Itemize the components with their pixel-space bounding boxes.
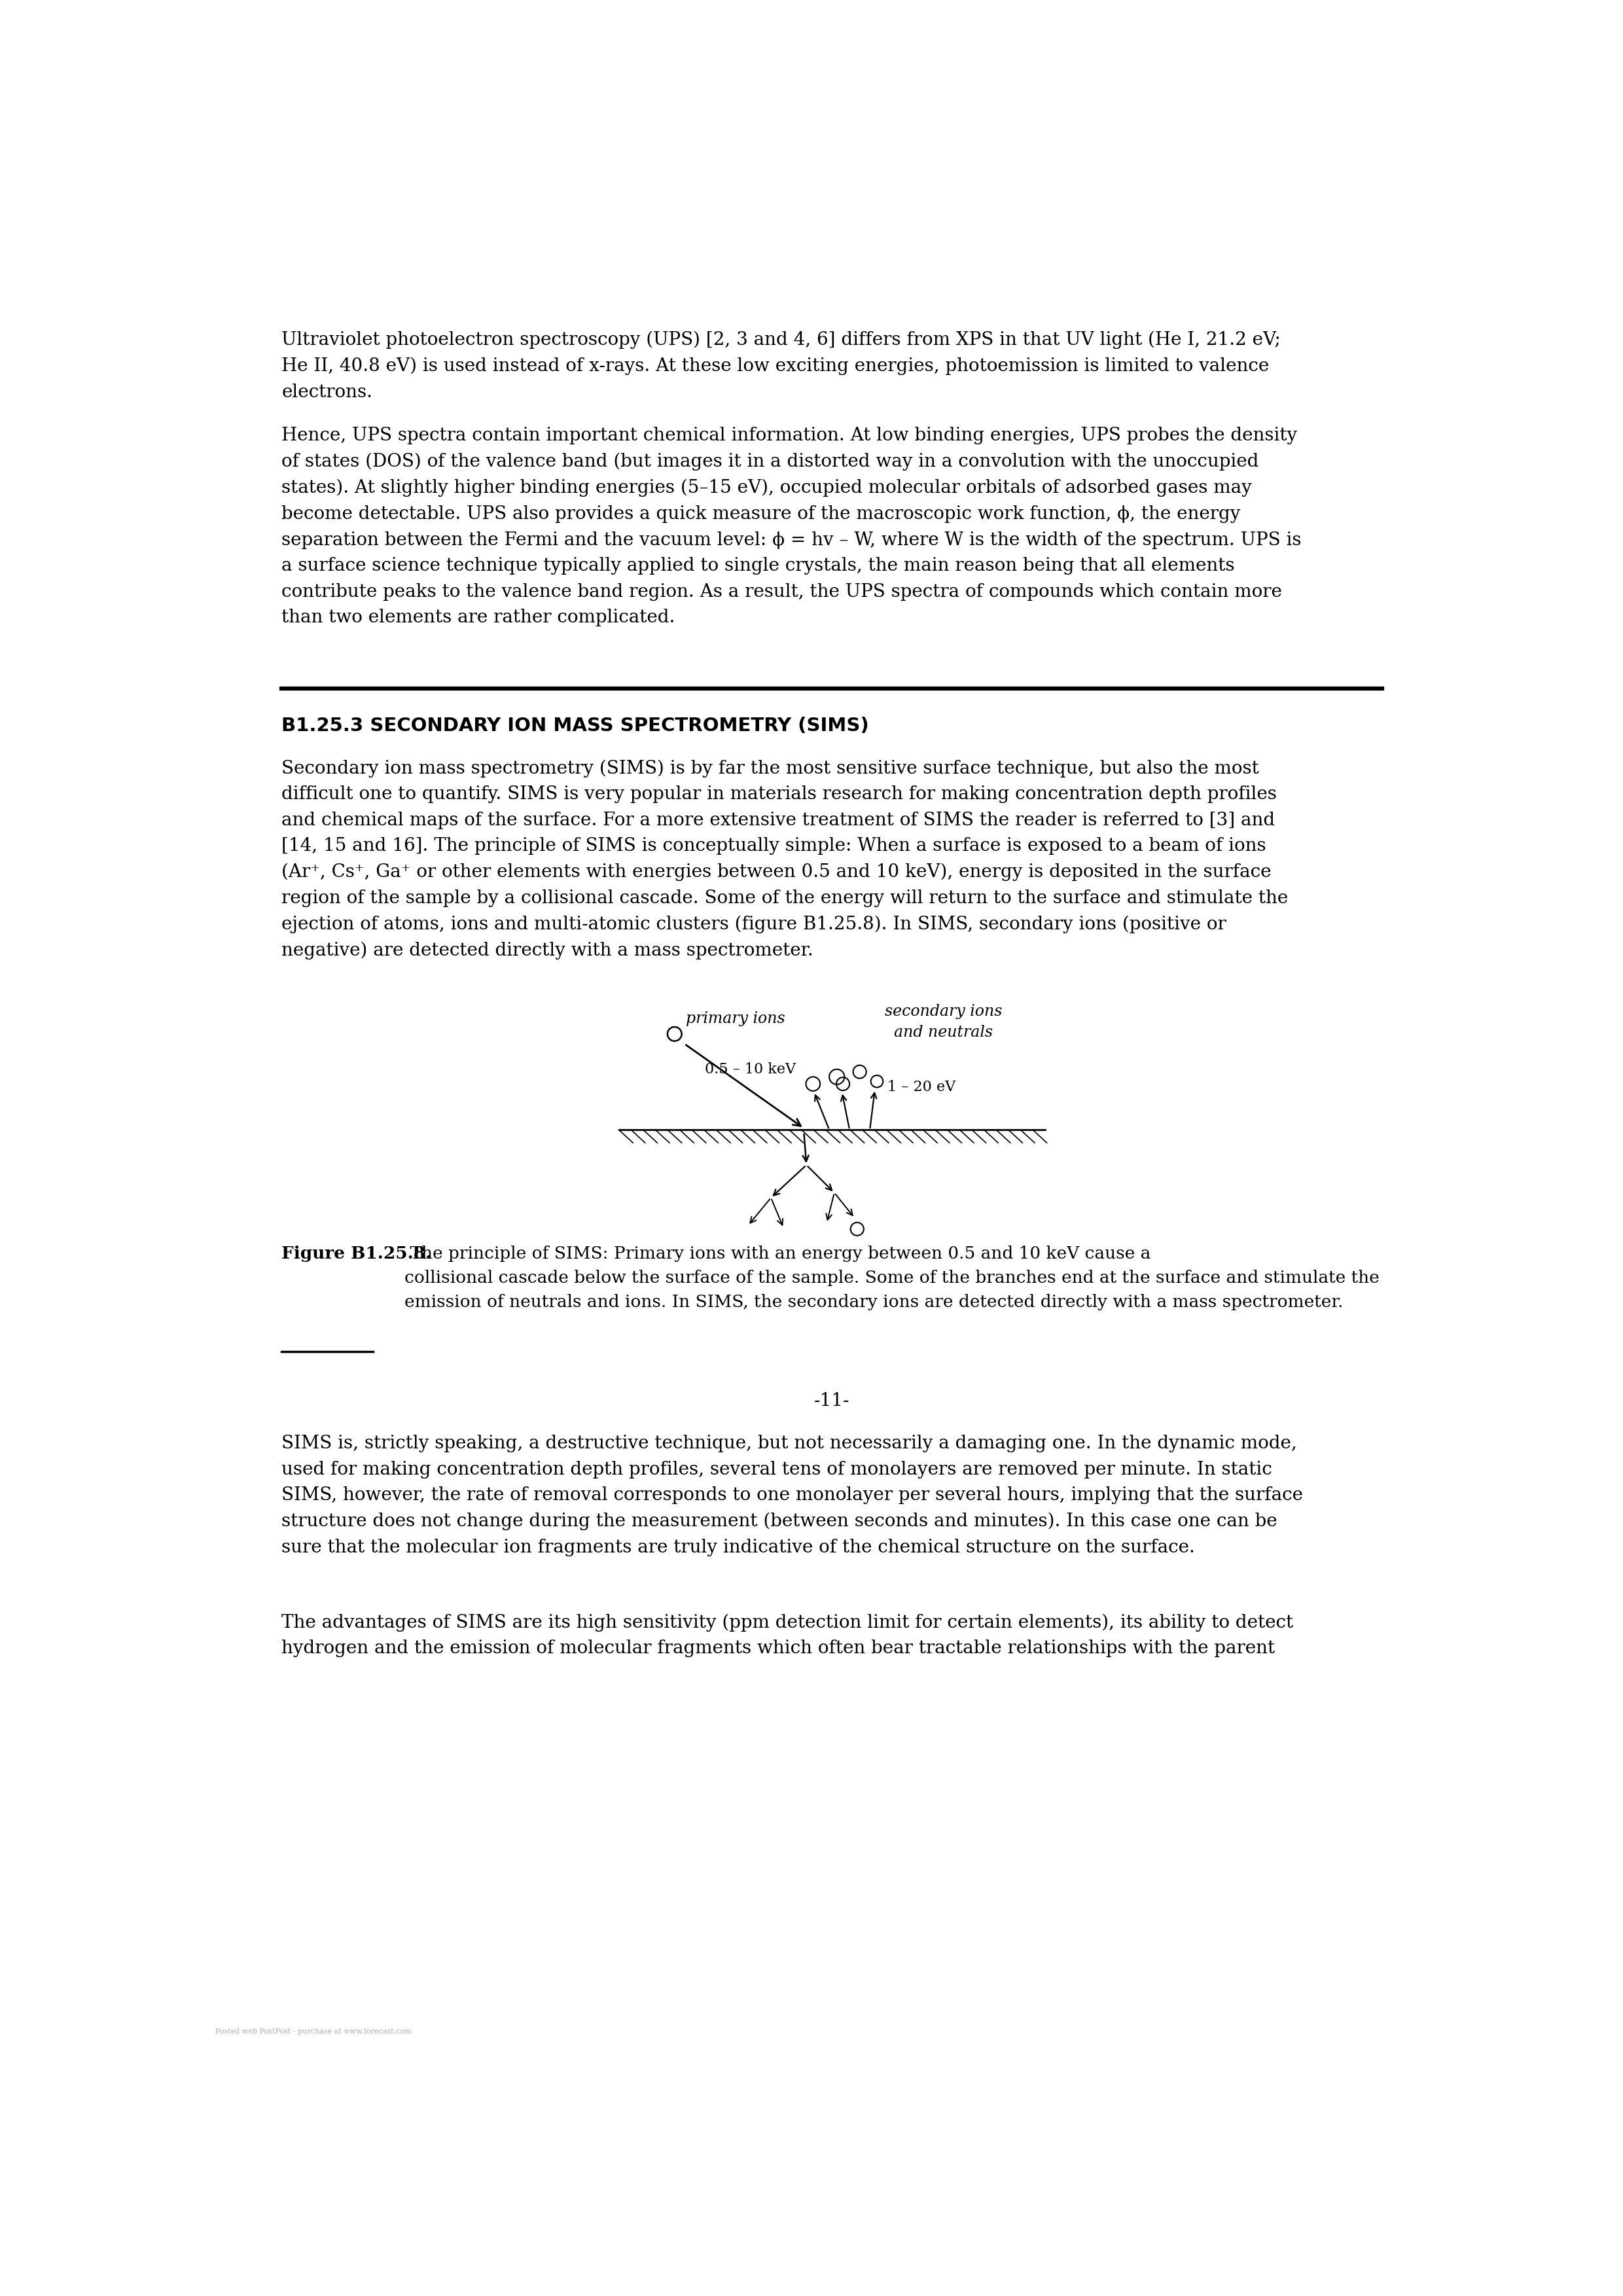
Text: primary ions: primary ions	[687, 1010, 786, 1026]
Text: Figure B1.25.8.: Figure B1.25.8.	[281, 1247, 432, 1263]
Text: The advantages of SIMS are its high sensitivity (ppm detection limit for certain: The advantages of SIMS are its high sens…	[281, 1614, 1294, 1658]
Text: 1 – 20 eV: 1 – 20 eV	[888, 1079, 956, 1095]
Text: Ultraviolet photoelectron spectroscopy (UPS) [2, 3 and 4, 6] differs from XPS in: Ultraviolet photoelectron spectroscopy (…	[281, 331, 1281, 402]
Text: secondary ions
and neutrals: secondary ions and neutrals	[885, 1003, 1001, 1040]
Text: Posted web PostPost - purchase at www.forecast.com: Posted web PostPost - purchase at www.fo…	[216, 2027, 412, 2034]
Text: -11-: -11-	[815, 1391, 849, 1410]
Text: The principle of SIMS: Primary ions with an energy between 0.5 and 10 keV cause : The principle of SIMS: Primary ions with…	[404, 1247, 1380, 1311]
Text: 0.5 – 10 keV: 0.5 – 10 keV	[704, 1063, 795, 1077]
Text: B1.25.3 SECONDARY ION MASS SPECTROMETRY (SIMS): B1.25.3 SECONDARY ION MASS SPECTROMETRY …	[281, 716, 868, 735]
Text: SIMS is, strictly speaking, a destructive technique, but not necessarily a damag: SIMS is, strictly speaking, a destructiv…	[281, 1435, 1303, 1557]
Text: Hence, UPS spectra contain important chemical information. At low binding energi: Hence, UPS spectra contain important che…	[281, 427, 1302, 627]
Text: Secondary ion mass spectrometry (SIMS) is by far the most sensitive surface tech: Secondary ion mass spectrometry (SIMS) i…	[281, 760, 1289, 960]
